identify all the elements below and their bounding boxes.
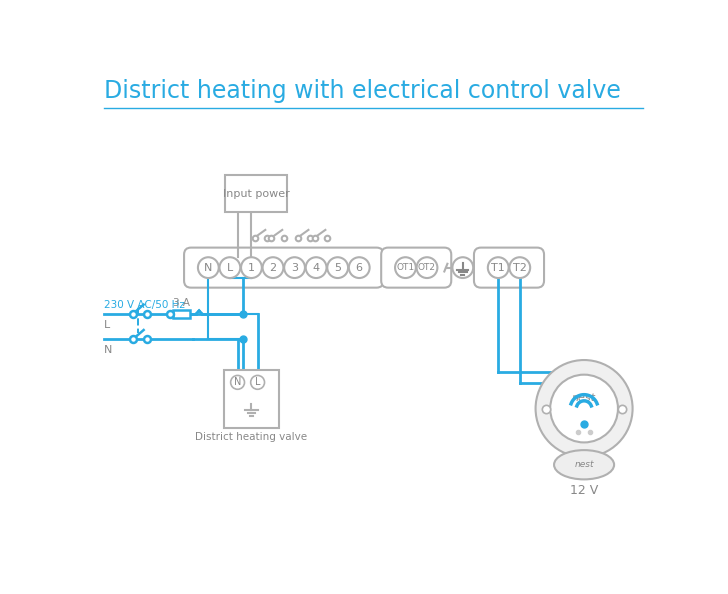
Text: 12 V: 12 V: [570, 484, 598, 497]
Text: nest: nest: [572, 393, 596, 403]
Text: 6: 6: [356, 263, 363, 273]
Text: N: N: [103, 345, 112, 355]
Text: N: N: [204, 263, 213, 273]
Text: 1: 1: [248, 263, 255, 273]
Circle shape: [510, 257, 530, 278]
Text: L: L: [226, 263, 233, 273]
Ellipse shape: [554, 450, 614, 479]
Text: Input power: Input power: [223, 189, 290, 199]
Text: N: N: [234, 377, 241, 387]
Text: District heating valve: District heating valve: [195, 432, 307, 443]
Text: OT1: OT1: [396, 263, 414, 272]
FancyBboxPatch shape: [381, 248, 451, 287]
Circle shape: [328, 257, 348, 278]
Circle shape: [263, 257, 283, 278]
Text: 3: 3: [291, 263, 298, 273]
Circle shape: [241, 257, 262, 278]
Circle shape: [250, 375, 264, 389]
FancyBboxPatch shape: [173, 310, 190, 318]
Text: T2: T2: [513, 263, 527, 273]
Circle shape: [219, 257, 240, 278]
Circle shape: [416, 257, 438, 278]
Text: 5: 5: [334, 263, 341, 273]
Text: L: L: [103, 320, 110, 330]
Circle shape: [198, 257, 218, 278]
Text: 3 A: 3 A: [173, 298, 190, 308]
Text: T1: T1: [491, 263, 505, 273]
FancyBboxPatch shape: [474, 248, 544, 287]
Text: District heating with electrical control valve: District heating with electrical control…: [103, 79, 620, 103]
FancyBboxPatch shape: [223, 370, 279, 428]
Circle shape: [349, 257, 370, 278]
Circle shape: [284, 257, 305, 278]
Circle shape: [550, 375, 618, 443]
Text: L: L: [255, 377, 261, 387]
Circle shape: [536, 360, 633, 457]
Circle shape: [231, 375, 245, 389]
Text: 230 V AC/50 Hz: 230 V AC/50 Hz: [103, 300, 184, 310]
Text: 2: 2: [269, 263, 277, 273]
Circle shape: [488, 257, 509, 278]
Circle shape: [452, 257, 473, 278]
FancyBboxPatch shape: [184, 248, 384, 287]
Circle shape: [395, 257, 416, 278]
FancyBboxPatch shape: [225, 175, 287, 212]
Text: 4: 4: [312, 263, 320, 273]
Circle shape: [306, 257, 327, 278]
Text: OT2: OT2: [418, 263, 436, 272]
Text: nest: nest: [574, 460, 594, 469]
